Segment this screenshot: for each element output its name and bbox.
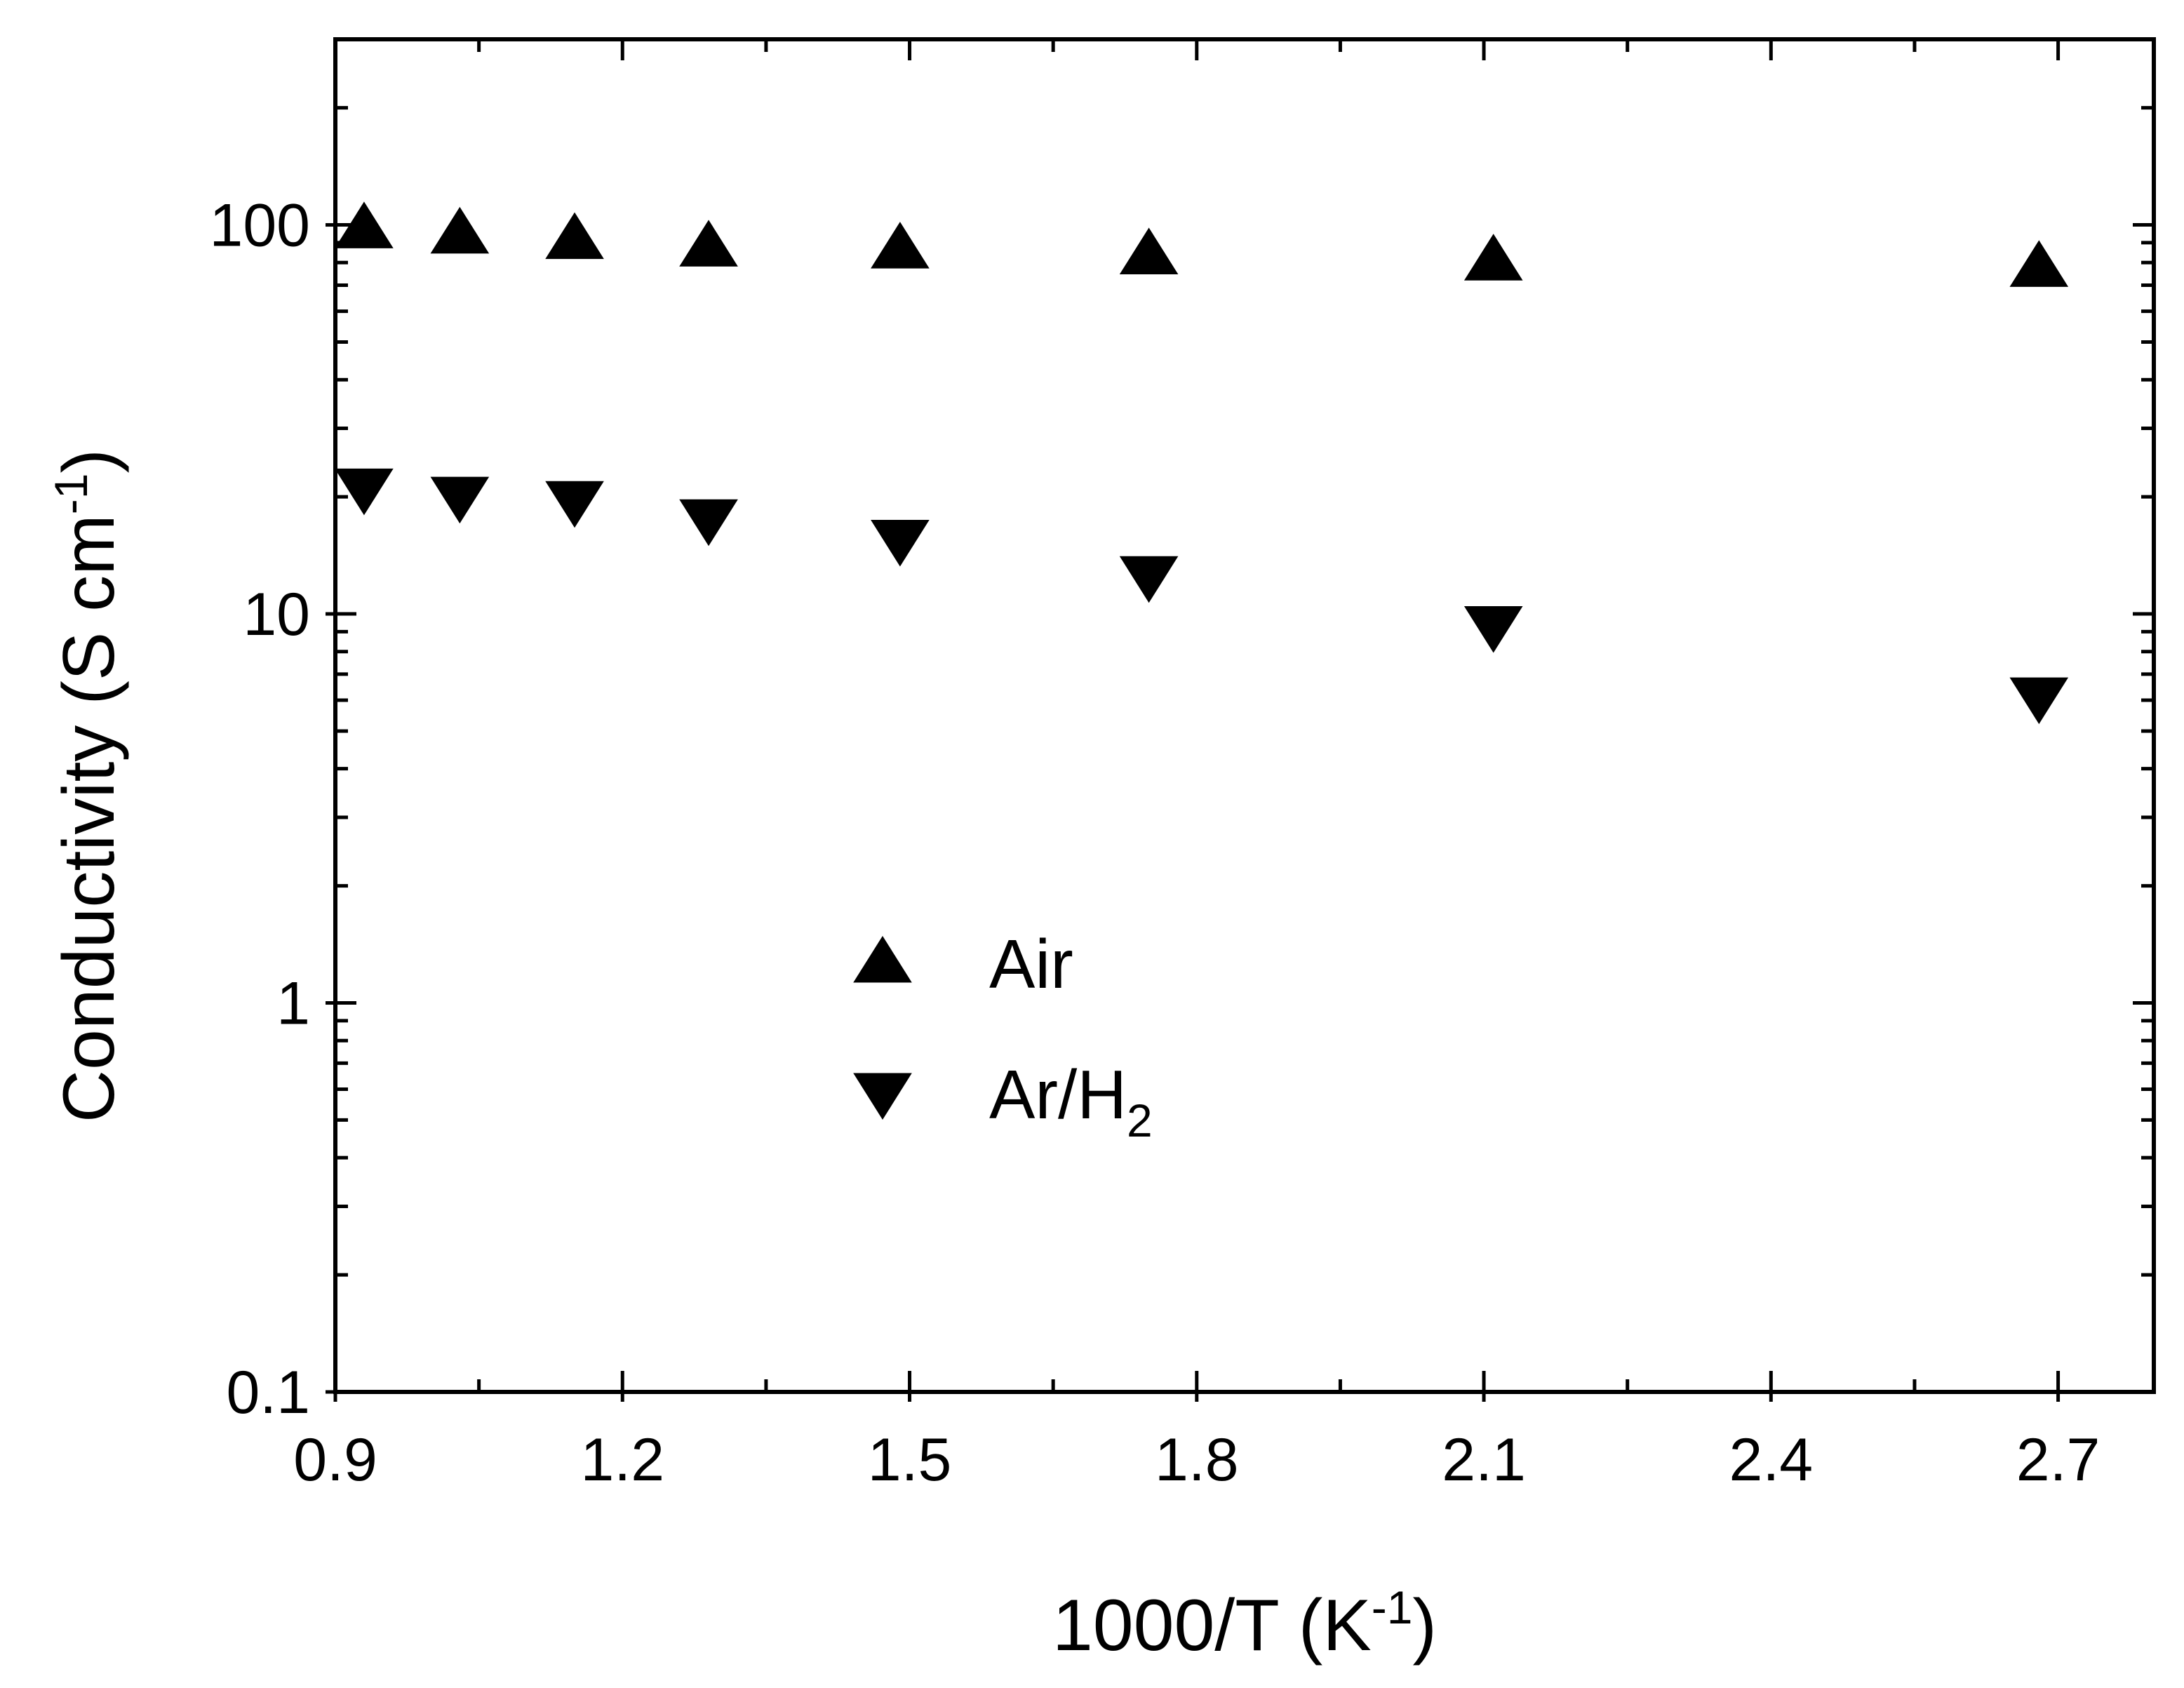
- x-tick-label: 1.5: [868, 1426, 952, 1494]
- tick-marks: [326, 39, 2154, 1402]
- x-tick-label: 2.4: [1729, 1426, 1814, 1494]
- point-air: [2009, 240, 2069, 287]
- x-axis-label: 1000/T (K-1): [1052, 1581, 1437, 1666]
- point-ar-h2: [1119, 556, 1179, 603]
- legend-marker-ar-h2: [853, 1073, 912, 1120]
- y-tick-label: 100: [210, 192, 311, 260]
- axes: [333, 37, 2156, 1394]
- x-tick-label: 1.8: [1155, 1426, 1239, 1494]
- point-air: [335, 201, 394, 248]
- x-tick-label: 1.2: [580, 1426, 664, 1494]
- plot-frame: [333, 37, 2156, 1394]
- legend-marker-air: [853, 936, 912, 983]
- x-tick-label: 0.9: [293, 1426, 377, 1494]
- point-air: [430, 206, 490, 254]
- legend-label-air: Air: [989, 925, 1073, 1003]
- y-tick-label: 0.1: [226, 1359, 310, 1426]
- x-tick-label: 2.1: [1442, 1426, 1526, 1494]
- y-axis-label-sup: -1: [45, 474, 97, 515]
- point-ar-h2: [545, 481, 604, 528]
- x-axis-label-main: 1000/T (K: [1052, 1585, 1372, 1666]
- point-ar-h2: [1463, 606, 1523, 653]
- point-air: [1463, 234, 1523, 281]
- y-tick-label: 1: [276, 970, 310, 1038]
- point-air: [1119, 227, 1179, 275]
- y-axis-label-close: ): [48, 449, 130, 474]
- legend-label-ar-h2: Ar/H2: [989, 1056, 1153, 1146]
- point-ar-h2: [430, 476, 490, 524]
- point-air: [545, 212, 604, 260]
- tick-labels: 0.9 1.2 1.5 1.8 2.1 2.4 2.7 0.1 1 10 100: [210, 192, 2101, 1494]
- y-tick-label: 10: [243, 581, 310, 648]
- legend-label-ar-h2-main: Ar/H: [989, 1056, 1127, 1133]
- point-ar-h2: [2009, 677, 2069, 725]
- point-ar-h2: [871, 520, 930, 567]
- point-air: [871, 222, 930, 269]
- legend-label-ar-h2-sub: 2: [1127, 1094, 1153, 1146]
- y-axis-label-main: Conductivity (S cm: [48, 514, 130, 1123]
- point-ar-h2: [335, 468, 394, 516]
- legend: Air Ar/H2: [853, 925, 1153, 1146]
- x-axis-label-close: ): [1412, 1585, 1437, 1666]
- point-ar-h2: [679, 499, 738, 547]
- x-tick-label: 2.7: [2016, 1426, 2101, 1494]
- point-air: [679, 220, 738, 267]
- data-points: [335, 201, 2069, 725]
- x-axis-label-sup: -1: [1372, 1581, 1413, 1633]
- y-axis-label: Conductivity (S cm-1): [45, 449, 130, 1123]
